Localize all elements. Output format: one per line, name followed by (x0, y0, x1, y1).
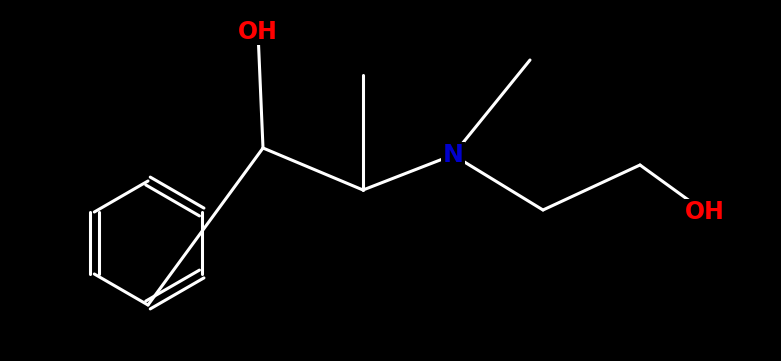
Text: N: N (443, 143, 463, 167)
Text: OH: OH (685, 200, 725, 224)
Text: OH: OH (238, 20, 278, 44)
